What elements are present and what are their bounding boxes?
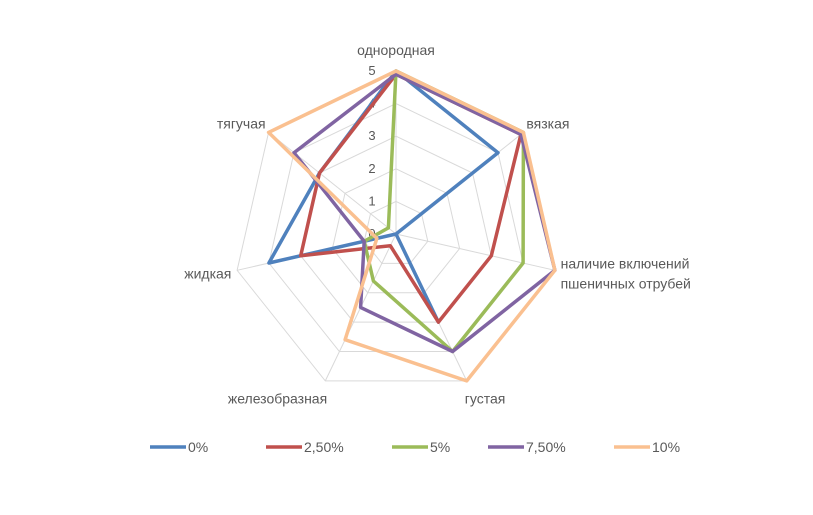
grid-ring-2	[331, 168, 461, 294]
radar-grid	[236, 70, 556, 382]
grid-spoke-6	[268, 132, 397, 235]
legend-item-1[interactable]: 2,50%	[266, 439, 344, 455]
grid-ring-4	[268, 103, 524, 352]
category-labels: однородная вязкая наличие включений пшеничн…	[184, 42, 691, 407]
legend-item-3[interactable]: 7,50%	[488, 439, 566, 455]
legend-item-4[interactable]: 10%	[614, 439, 680, 455]
tick-label: 1	[368, 193, 375, 208]
category-label: густая	[465, 391, 506, 407]
legend-label: 10%	[652, 439, 680, 455]
tick-label: 2	[368, 161, 375, 176]
category-label: жидкая	[184, 265, 231, 281]
series-line-4	[266, 69, 557, 383]
legend-item-2[interactable]: 5%	[392, 439, 450, 455]
series-line-0	[267, 69, 500, 324]
legend-label: 0%	[188, 439, 208, 455]
legend-label: 7,50%	[526, 439, 566, 455]
legend[interactable]: 0% 2,50% 5% 7,50% 10%	[150, 439, 680, 455]
tick-label: 5	[368, 63, 375, 78]
tick-label: 3	[368, 128, 375, 143]
legend-label: 5%	[430, 439, 450, 455]
legend-label: 2,50%	[304, 439, 344, 455]
category-label: тягучая	[217, 116, 266, 132]
series-lines	[266, 69, 557, 383]
legend-item-0[interactable]: 0%	[150, 439, 208, 455]
grid-spoke-2	[395, 233, 556, 271]
series-line-2	[362, 69, 526, 354]
category-label: железобразная	[228, 391, 327, 407]
category-label: вязкая	[526, 116, 569, 132]
series-line-1	[298, 72, 523, 324]
category-label: однородная	[357, 42, 435, 58]
grid-ring-1	[363, 200, 429, 264]
category-label: наличие включений пшеничных отрубей	[561, 255, 691, 291]
